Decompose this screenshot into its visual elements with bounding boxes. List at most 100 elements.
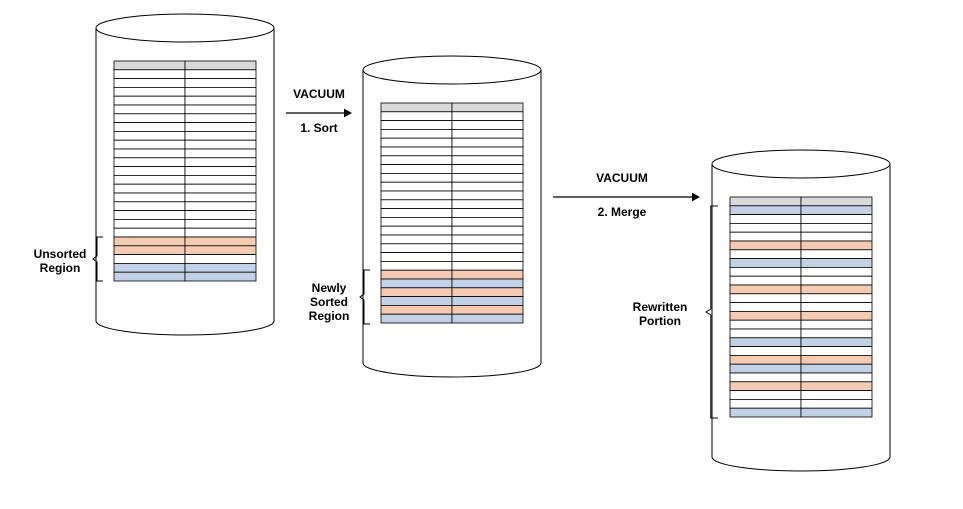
table-cyl3 [730,197,872,417]
table-cell [185,167,256,176]
cylinder-top [712,150,890,178]
table-cell [185,123,256,132]
table-cell [185,202,256,211]
arrow: VACUUM2. Merge [553,171,700,219]
table-cell [114,219,185,228]
table-cell [114,228,185,237]
table-cell [185,255,256,264]
table-cell [381,103,452,112]
table-cell [730,241,801,250]
table-cell [801,364,872,373]
table-cell [452,112,523,121]
table-cell [452,200,523,209]
cylinder-top [363,56,541,84]
arrow-head [692,193,700,202]
table-cell [114,202,185,211]
table-cell [801,320,872,329]
cylinder-cyl1: UnsortedRegion [34,14,274,335]
table-cell [730,206,801,215]
table-cell [452,270,523,279]
table-cell [452,103,523,112]
table-cell [801,355,872,364]
table-cell [185,246,256,255]
table-cell [730,408,801,417]
table-cell [381,226,452,235]
table-cell [381,305,452,314]
bracket-label: Unsorted [34,247,87,261]
table-cell [801,206,872,215]
table-cell [185,149,256,158]
table-cell [381,129,452,138]
arrow-head [344,109,352,118]
table-cell [114,105,185,114]
table-cell [730,223,801,232]
cylinder-top [96,14,274,42]
arrow-label: 1. Sort [300,121,337,135]
cylinder-cyl3: RewrittenPortion [633,150,890,471]
table-cell [114,263,185,272]
table-cell [730,276,801,285]
table-cell [452,314,523,323]
table-cell [114,255,185,264]
table-cell [185,114,256,123]
table-cell [185,79,256,88]
bracket-label: Rewritten [633,300,688,314]
table-cell [452,173,523,182]
table-cell [185,140,256,149]
table-cell [730,294,801,303]
table-cell [114,70,185,79]
table-cell [452,138,523,147]
table-cell [452,288,523,297]
table-cell [381,261,452,270]
table-cell [730,382,801,391]
table-cell [381,173,452,182]
table-cell [185,61,256,70]
table-cell [801,259,872,268]
table-cell [801,294,872,303]
table-cell [801,232,872,241]
table-cell [730,320,801,329]
table-cell [381,138,452,147]
table-cell [452,235,523,244]
table-cell [381,297,452,306]
table-cell [452,156,523,165]
table-cell [730,267,801,276]
table-cell [381,314,452,323]
table-cell [452,182,523,191]
table-cell [452,129,523,138]
table-cell [381,279,452,288]
table-cell [185,237,256,246]
table-cell [114,96,185,105]
table-cell [730,391,801,400]
table-cell [801,276,872,285]
table-cell [114,131,185,140]
table-cell [730,303,801,312]
table-cyl1 [114,61,256,281]
table-cell [452,305,523,314]
table-cell [452,261,523,270]
bracket-label: Newly [312,281,347,295]
table-cell [185,87,256,96]
table-cell [114,140,185,149]
table-cell [114,175,185,184]
table-cell [730,311,801,320]
table-cell [801,197,872,206]
table-cell [185,219,256,228]
table-cell [114,272,185,281]
table-cell [381,270,452,279]
table-cell [801,303,872,312]
table-cell [185,105,256,114]
table-cell [381,253,452,262]
table-cell [730,347,801,356]
table-cell [801,373,872,382]
cylinder-cyl2: NewlySortedRegion [309,56,541,377]
table-cell [381,191,452,200]
table-cell [730,329,801,338]
table-cell [185,228,256,237]
table-cell [730,355,801,364]
table-cell [452,191,523,200]
table-cell [730,399,801,408]
bracket-label: Portion [639,314,681,328]
table-cell [801,267,872,276]
table-cell [185,272,256,281]
